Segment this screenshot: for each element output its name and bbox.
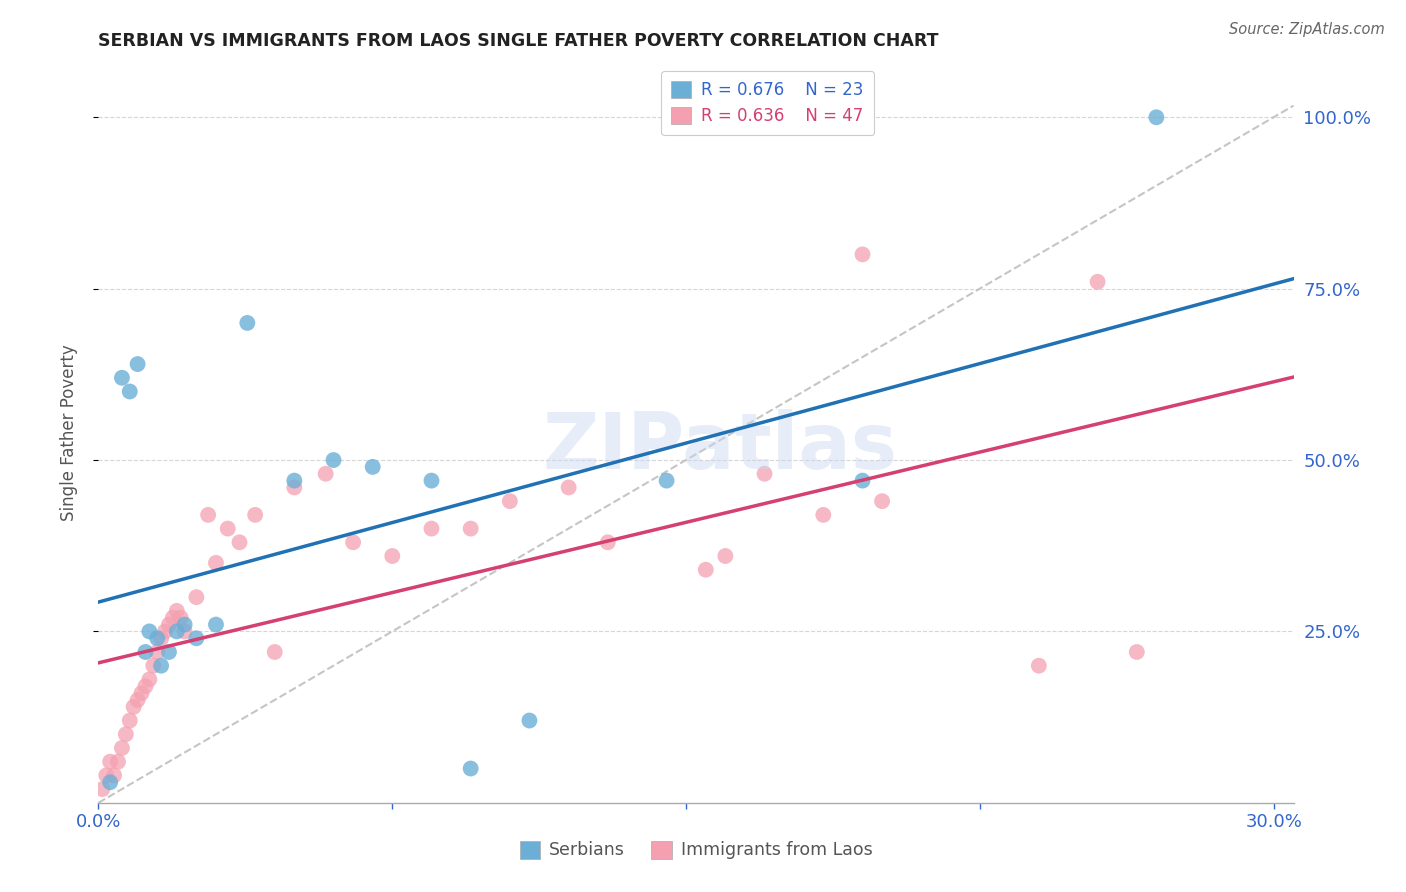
Point	[813, 508, 835, 522]
Point	[157, 645, 180, 659]
Point	[460, 762, 482, 776]
Point	[655, 474, 678, 488]
Point	[342, 535, 364, 549]
Point	[1087, 275, 1109, 289]
Point	[111, 741, 134, 756]
Point	[519, 714, 541, 728]
Legend: Serbians, Immigrants from Laos: Serbians, Immigrants from Laos	[510, 832, 882, 868]
Point	[1028, 658, 1050, 673]
Point	[157, 617, 180, 632]
Point	[98, 775, 121, 789]
Point	[153, 624, 176, 639]
Point	[596, 535, 619, 549]
Point	[714, 549, 737, 563]
Point	[243, 508, 266, 522]
Text: SERBIAN VS IMMIGRANTS FROM LAOS SINGLE FATHER POVERTY CORRELATION CHART: SERBIAN VS IMMIGRANTS FROM LAOS SINGLE F…	[98, 32, 939, 50]
Point	[499, 494, 522, 508]
Point	[118, 384, 141, 399]
Point	[851, 474, 873, 488]
Point	[283, 474, 305, 488]
Point	[170, 610, 193, 624]
Point	[166, 604, 188, 618]
Y-axis label: Single Father Poverty: Single Father Poverty	[59, 344, 77, 521]
Point	[695, 563, 717, 577]
Point	[420, 522, 443, 536]
Point	[134, 645, 156, 659]
Point	[754, 467, 776, 481]
Point	[361, 459, 384, 474]
Point	[166, 624, 188, 639]
Text: ZIPatlas: ZIPatlas	[543, 409, 897, 485]
Point	[138, 673, 160, 687]
Point	[122, 699, 145, 714]
Point	[851, 247, 873, 261]
Point	[91, 782, 114, 797]
Point	[186, 590, 208, 604]
Point	[162, 610, 184, 624]
Point	[115, 727, 138, 741]
Point	[205, 556, 228, 570]
Point	[263, 645, 285, 659]
Point	[322, 453, 344, 467]
Point	[283, 480, 305, 494]
Text: Source: ZipAtlas.com: Source: ZipAtlas.com	[1229, 22, 1385, 37]
Point	[150, 632, 173, 646]
Point	[127, 357, 149, 371]
Point	[96, 768, 118, 782]
Point	[131, 686, 153, 700]
Point	[127, 693, 149, 707]
Point	[111, 371, 134, 385]
Point	[228, 535, 250, 549]
Point	[142, 658, 165, 673]
Point	[150, 658, 173, 673]
Point	[98, 755, 121, 769]
Point	[173, 624, 195, 639]
Point	[420, 474, 443, 488]
Point	[217, 522, 239, 536]
Point	[315, 467, 337, 481]
Point	[1126, 645, 1149, 659]
Point	[173, 617, 195, 632]
Point	[381, 549, 404, 563]
Point	[205, 617, 228, 632]
Point	[870, 494, 893, 508]
Point	[1144, 110, 1167, 124]
Point	[236, 316, 259, 330]
Point	[103, 768, 125, 782]
Point	[146, 632, 169, 646]
Point	[186, 632, 208, 646]
Point	[197, 508, 219, 522]
Point	[107, 755, 129, 769]
Point	[134, 679, 156, 693]
Point	[146, 645, 169, 659]
Point	[460, 522, 482, 536]
Point	[557, 480, 579, 494]
Point	[118, 714, 141, 728]
Point	[138, 624, 160, 639]
